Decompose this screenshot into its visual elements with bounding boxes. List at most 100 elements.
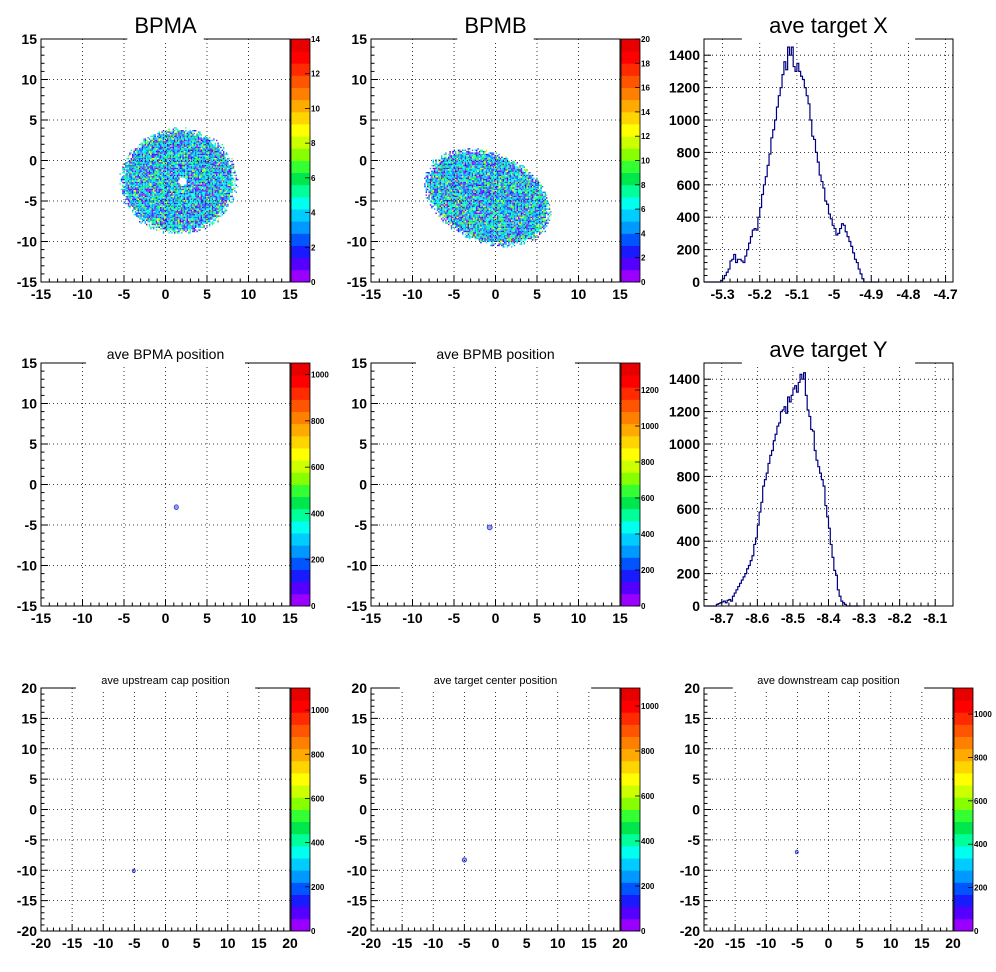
palette-swatch bbox=[621, 245, 640, 259]
color-palette: 0 200 400 600 800 1000 1200 bbox=[620, 362, 659, 611]
y-tick-label: -5 bbox=[25, 832, 38, 848]
x-tick-label: 0 bbox=[825, 935, 833, 951]
x-tick-label: 0 bbox=[492, 935, 500, 951]
y-tick-label: -5 bbox=[355, 193, 368, 209]
palette-swatch bbox=[621, 472, 640, 485]
y-tick-label: 15 bbox=[21, 31, 37, 47]
palette-tick-label: 12 bbox=[311, 70, 320, 79]
x-tick-label: -15 bbox=[361, 286, 381, 302]
color-palette: 0 200 400 600 800 1000 bbox=[290, 687, 329, 936]
panel-p4: -15 -10 -5 0 5 10 15 -15 -10 -5 0 5 10 15 0 200 400 600 80… bbox=[17, 344, 329, 626]
x-tick-label: 10 bbox=[571, 286, 587, 302]
y-tick-label: 10 bbox=[21, 396, 37, 412]
x-tick-label: -8.5 bbox=[781, 610, 805, 626]
heatmap-spot bbox=[794, 849, 799, 855]
y-tick-label: 15 bbox=[21, 355, 37, 371]
heatmap-cells bbox=[486, 524, 493, 531]
palette-tick-label: 800 bbox=[311, 417, 325, 426]
palette-swatch bbox=[291, 520, 310, 534]
palette-swatch bbox=[291, 375, 310, 388]
x-tick-label: 5 bbox=[203, 610, 211, 626]
y-tick-label: 10 bbox=[684, 741, 700, 757]
palette-swatch bbox=[291, 460, 310, 473]
palette-tick-label: 4 bbox=[311, 209, 316, 218]
y-tick-label: 10 bbox=[21, 741, 37, 757]
x-tick-label: -5 bbox=[791, 935, 804, 951]
palette-swatch bbox=[291, 221, 310, 234]
y-tick-label: -10 bbox=[347, 558, 367, 574]
palette-swatch bbox=[291, 63, 310, 76]
x-tick-label: 5 bbox=[533, 286, 541, 302]
heatmap-spot bbox=[173, 504, 179, 511]
palette-swatch bbox=[621, 545, 640, 558]
title-box bbox=[732, 671, 925, 689]
palette-swatch bbox=[291, 160, 310, 174]
heatmap-cells bbox=[173, 504, 179, 511]
palette-swatch bbox=[291, 773, 310, 786]
histogram-line bbox=[704, 46, 879, 283]
x-tick-label: 10 bbox=[220, 935, 236, 951]
palette-swatch bbox=[954, 906, 973, 920]
x-tick-label: -4.8 bbox=[896, 286, 920, 302]
x-tick-label: -10 bbox=[72, 286, 92, 302]
palette-tick-label: 0 bbox=[641, 927, 646, 936]
y-tick-label: -15 bbox=[347, 274, 367, 290]
x-tick-label: -15 bbox=[725, 935, 745, 951]
y-tick-label: 20 bbox=[21, 680, 37, 696]
palette-swatch bbox=[621, 593, 640, 607]
palette-swatch bbox=[621, 269, 640, 283]
x-tick-label: -10 bbox=[93, 935, 113, 951]
palette-tick-label: 14 bbox=[311, 35, 320, 44]
heatmap-cells bbox=[131, 868, 136, 874]
panel-title: ave upstream cap position bbox=[101, 675, 229, 687]
palette-swatch bbox=[621, 375, 640, 388]
palette-tick-label: 200 bbox=[311, 556, 325, 565]
palette-tick-label: 200 bbox=[641, 882, 655, 891]
palette-swatch bbox=[621, 496, 640, 510]
palette-swatch bbox=[954, 858, 973, 871]
x-tick-label: 0 bbox=[162, 286, 170, 302]
palette-swatch bbox=[621, 63, 640, 76]
palette-swatch bbox=[954, 688, 973, 701]
x-tick-label: -5 bbox=[128, 935, 141, 951]
panel-title: ave target Y bbox=[769, 337, 888, 362]
palette-tick-label: 14 bbox=[641, 108, 650, 117]
palette-swatch bbox=[621, 569, 640, 583]
palette-swatch bbox=[291, 399, 310, 412]
palette-tick-label: 600 bbox=[311, 794, 325, 803]
grid bbox=[704, 39, 953, 282]
y-tick-label: 0 bbox=[692, 802, 700, 818]
x-tick-label: -10 bbox=[72, 610, 92, 626]
y-tick-label: 10 bbox=[351, 741, 367, 757]
palette-swatch bbox=[291, 545, 310, 558]
x-tick-label: 10 bbox=[241, 610, 257, 626]
heatmap-spot bbox=[461, 857, 467, 863]
palette-swatch bbox=[621, 736, 640, 750]
x-tick-label: 10 bbox=[241, 286, 257, 302]
palette-swatch bbox=[621, 196, 640, 210]
x-tick-label: -15 bbox=[31, 610, 51, 626]
title-box bbox=[399, 671, 592, 689]
y-tick-label: 1000 bbox=[669, 112, 700, 128]
palette-swatch bbox=[621, 821, 640, 835]
y-tick-label: -20 bbox=[347, 923, 367, 939]
palette-swatch bbox=[954, 809, 973, 823]
palette-swatch bbox=[291, 833, 310, 847]
x-tick-label: 20 bbox=[282, 935, 298, 951]
palette-swatch bbox=[621, 688, 640, 701]
y-tick-label: -10 bbox=[347, 234, 367, 250]
y-tick-label: 20 bbox=[684, 680, 700, 696]
x-tick-label: 15 bbox=[581, 935, 597, 951]
title-box bbox=[457, 10, 534, 40]
x-tick-label: -20 bbox=[361, 935, 381, 951]
panel-title: BPMB bbox=[464, 13, 526, 38]
palette-swatch bbox=[621, 233, 640, 246]
palette-tick-label: 400 bbox=[311, 509, 325, 518]
y-tick-label: 600 bbox=[677, 177, 701, 193]
y-tick-label: -20 bbox=[680, 923, 700, 939]
x-tick-label: -5 bbox=[118, 610, 131, 626]
panel-title: ave target X bbox=[769, 13, 888, 38]
x-tick-label: 15 bbox=[282, 286, 298, 302]
palette-swatch bbox=[621, 87, 640, 101]
palette-swatch bbox=[954, 918, 973, 932]
